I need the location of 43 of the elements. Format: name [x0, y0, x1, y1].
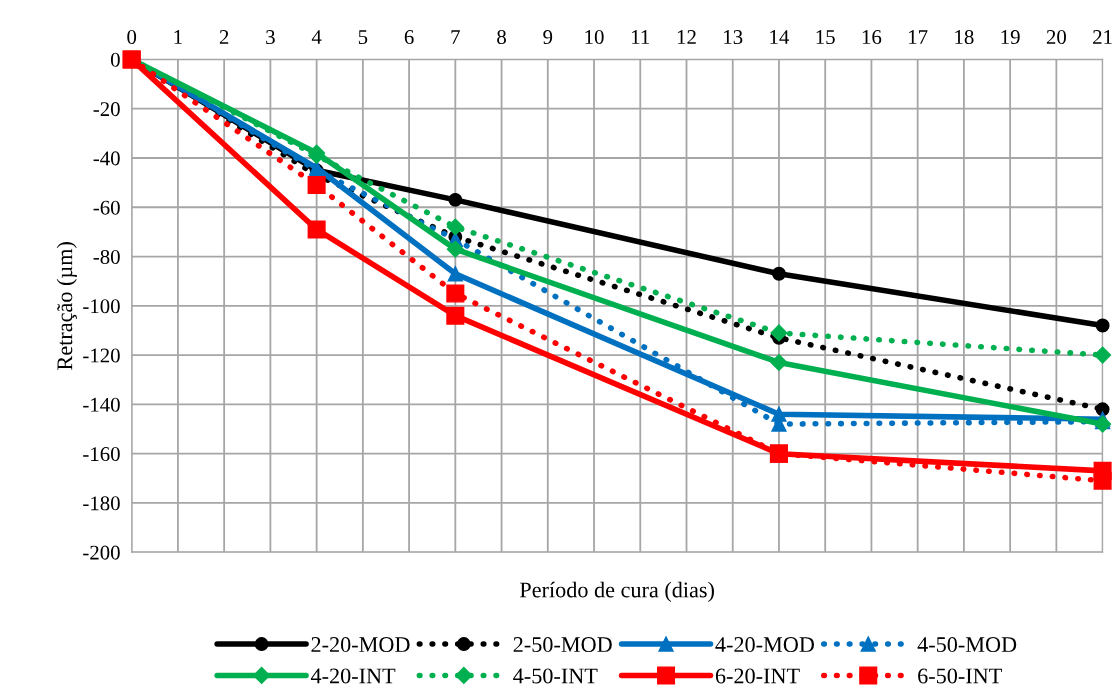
y-tick-label: -160: [83, 447, 120, 462]
x-tick-label: 3: [266, 30, 275, 45]
y-tick-label: -100: [83, 299, 120, 314]
legend-label: 4-50-MOD: [917, 637, 1017, 653]
x-tick-label: 7: [451, 30, 460, 44]
x-tick-label: 0: [127, 30, 137, 45]
y-tick-label: -120: [83, 348, 120, 363]
x-tick-label: 8: [497, 30, 506, 45]
legend-label: 4-20-MOD: [715, 637, 815, 653]
y-tick-label: 0: [110, 52, 120, 67]
x-tick-label: 20: [1046, 30, 1066, 45]
x-tick-label: 9: [543, 30, 553, 45]
x-tick-label: 10: [585, 30, 604, 45]
x-tick-label: 21: [1093, 30, 1112, 44]
legend-label: 6-20-INT: [715, 668, 800, 684]
y-tick-label: -20: [93, 102, 120, 117]
y-tick-label: -140: [83, 397, 120, 412]
legend-label: 4-20-INT: [310, 668, 396, 684]
x-tick-label: 16: [862, 30, 882, 45]
legend-label: 2-50-MOD: [513, 637, 612, 653]
x-tick-label: 18: [955, 30, 974, 45]
x-tick-label: 19: [1001, 30, 1020, 45]
legend-label: 4-50-INT: [513, 668, 598, 684]
legend-label: 6-50-INT: [918, 668, 1002, 684]
x-tick-label: 4: [311, 30, 322, 44]
x-tick-label: 14: [770, 30, 790, 44]
y-tick-label: -40: [93, 151, 120, 166]
x-tick-label: 15: [816, 30, 835, 45]
y-tick-label: -200: [83, 545, 120, 560]
x-tick-label: 2: [219, 30, 229, 44]
y-tick-label: -80: [93, 249, 120, 264]
x-tick-label: 6: [404, 30, 414, 45]
x-tick-label: 5: [358, 30, 368, 45]
y-tick-label: -180: [83, 496, 120, 511]
y-axis-title: Retração (µm): [56, 242, 77, 370]
y-tick-label: -60: [93, 200, 120, 215]
x-axis-title: Período de cura (dias): [519, 581, 714, 602]
x-tick-label: 12: [677, 30, 696, 44]
x-tick-label: 1: [174, 30, 182, 44]
x-tick-label: 13: [724, 30, 743, 45]
legend-label: 2-20-MOD: [311, 637, 410, 653]
x-tick-label: 11: [632, 30, 650, 44]
x-tick-label: 17: [909, 30, 928, 44]
